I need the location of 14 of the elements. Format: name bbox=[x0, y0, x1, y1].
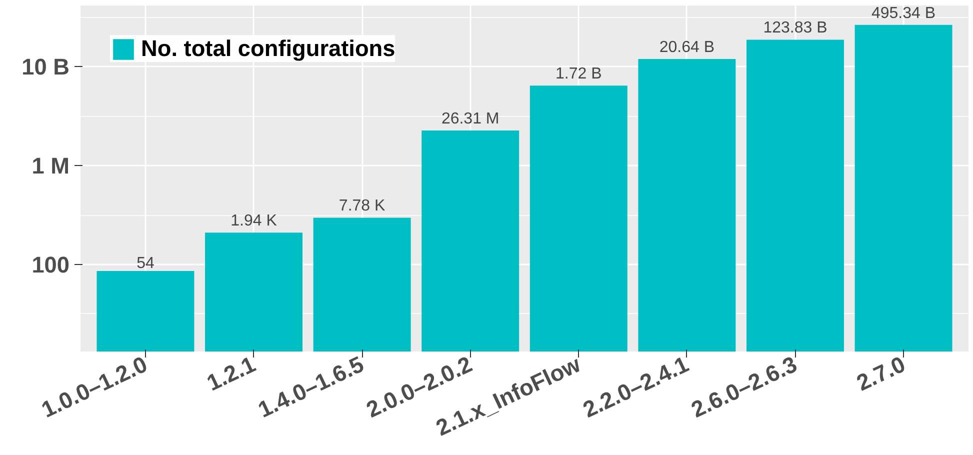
text: 7.78 K bbox=[338, 198, 386, 215]
y-tick-label: 1 M bbox=[32, 152, 70, 179]
text: 123.83 B bbox=[763, 20, 828, 37]
x-tick-label: 1.2.1 bbox=[202, 350, 260, 396]
legend-label: No. total configurations bbox=[141, 35, 396, 62]
x-tick-label: 2.7.0 bbox=[852, 350, 910, 396]
y-tick-label: 100 bbox=[32, 251, 70, 278]
text: 495.34 B bbox=[871, 4, 936, 22]
text: 1.72 B bbox=[556, 66, 602, 83]
y-tick-label: 10 B bbox=[22, 54, 70, 80]
text: 1.94 K bbox=[230, 212, 277, 230]
text: 54 bbox=[136, 255, 154, 272]
text: 20.64 B bbox=[659, 38, 715, 56]
text: 26.31 M bbox=[441, 110, 500, 128]
